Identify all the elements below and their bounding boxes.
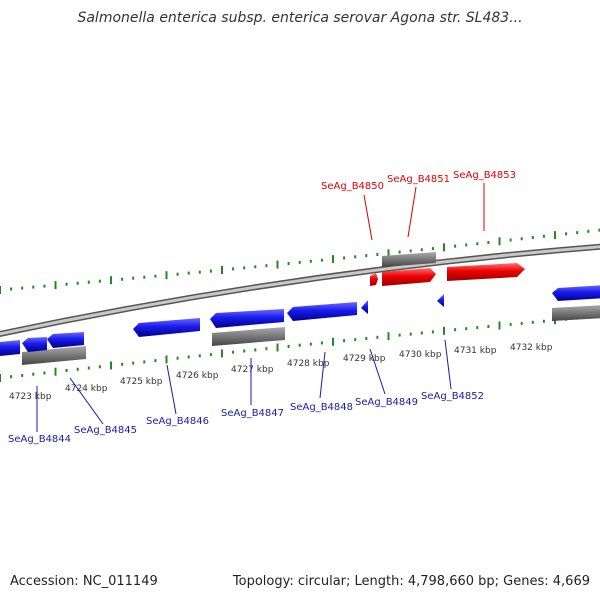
kbp-label: 4728 kbp bbox=[287, 359, 330, 369]
gene-arrow-reverse bbox=[361, 300, 368, 314]
label-leader-lines bbox=[36, 183, 485, 432]
gene-arrow-forward bbox=[370, 273, 378, 286]
genome-backbone bbox=[0, 243, 600, 337]
kbp-labels: 4723 kbp 4724 kbp 4725 kbp 4726 kbp 4727… bbox=[9, 343, 553, 402]
kbp-label: 4726 kbp bbox=[176, 371, 219, 381]
gene-label-reverse[interactable]: SeAg_B4844 bbox=[8, 434, 71, 445]
gene-arrow-reverse bbox=[437, 294, 444, 307]
gene-label-forward[interactable]: SeAg_B4851 bbox=[387, 174, 450, 185]
gene-arrow-reverse bbox=[210, 309, 284, 328]
gene-label-forward[interactable]: SeAg_B4853 bbox=[453, 170, 516, 181]
gene-arrow-forward bbox=[447, 263, 525, 281]
gene-arrow-forward bbox=[382, 268, 436, 286]
kbp-label: 4729 kbp bbox=[343, 354, 386, 364]
gene-label-reverse[interactable]: SeAg_B4852 bbox=[421, 391, 484, 402]
genome-summary-text: Topology: circular; Length: 4,798,660 bp… bbox=[232, 574, 590, 589]
kbp-label: 4730 kbp bbox=[399, 350, 442, 360]
accession-text: Accession: NC_011149 bbox=[10, 574, 158, 589]
rna-bar bbox=[382, 252, 436, 267]
forward-tick-row bbox=[0, 228, 600, 294]
gene-label-reverse[interactable]: SeAg_B4849 bbox=[355, 397, 418, 408]
gene-arrow-reverse bbox=[47, 332, 84, 348]
gene-label-reverse[interactable]: SeAg_B4847 bbox=[221, 408, 284, 419]
gene-arrow-reverse bbox=[0, 340, 20, 356]
kbp-label: 4724 kbp bbox=[65, 384, 108, 394]
gene-arrow-reverse bbox=[552, 285, 600, 301]
kbp-label: 4725 kbp bbox=[120, 377, 163, 387]
gene-labels: SeAg_B4850 SeAg_B4851 SeAg_B4853 SeAg_B4… bbox=[8, 170, 516, 445]
reverse-tick-row bbox=[0, 314, 600, 382]
gene-label-forward[interactable]: SeAg_B4850 bbox=[321, 181, 384, 192]
gene-label-reverse[interactable]: SeAg_B4848 bbox=[290, 402, 353, 413]
gene-label-reverse[interactable]: SeAg_B4845 bbox=[74, 425, 137, 436]
map-title: Salmonella enterica subsp. enterica sero… bbox=[77, 10, 523, 26]
gene-arrow-reverse bbox=[22, 337, 47, 352]
kbp-label: 4732 kbp bbox=[510, 343, 553, 353]
forward-genes bbox=[370, 263, 525, 286]
kbp-label: 4727 kbp bbox=[231, 365, 274, 375]
gene-label-reverse[interactable]: SeAg_B4846 bbox=[146, 416, 209, 427]
kbp-label: 4731 kbp bbox=[454, 346, 497, 356]
reverse-genes bbox=[0, 285, 600, 356]
rna-bar bbox=[212, 327, 285, 346]
gene-arrow-reverse bbox=[287, 302, 357, 321]
rna-bar bbox=[552, 305, 600, 321]
kbp-label: 4723 kbp bbox=[9, 392, 52, 402]
gene-arrow-reverse bbox=[133, 318, 200, 337]
